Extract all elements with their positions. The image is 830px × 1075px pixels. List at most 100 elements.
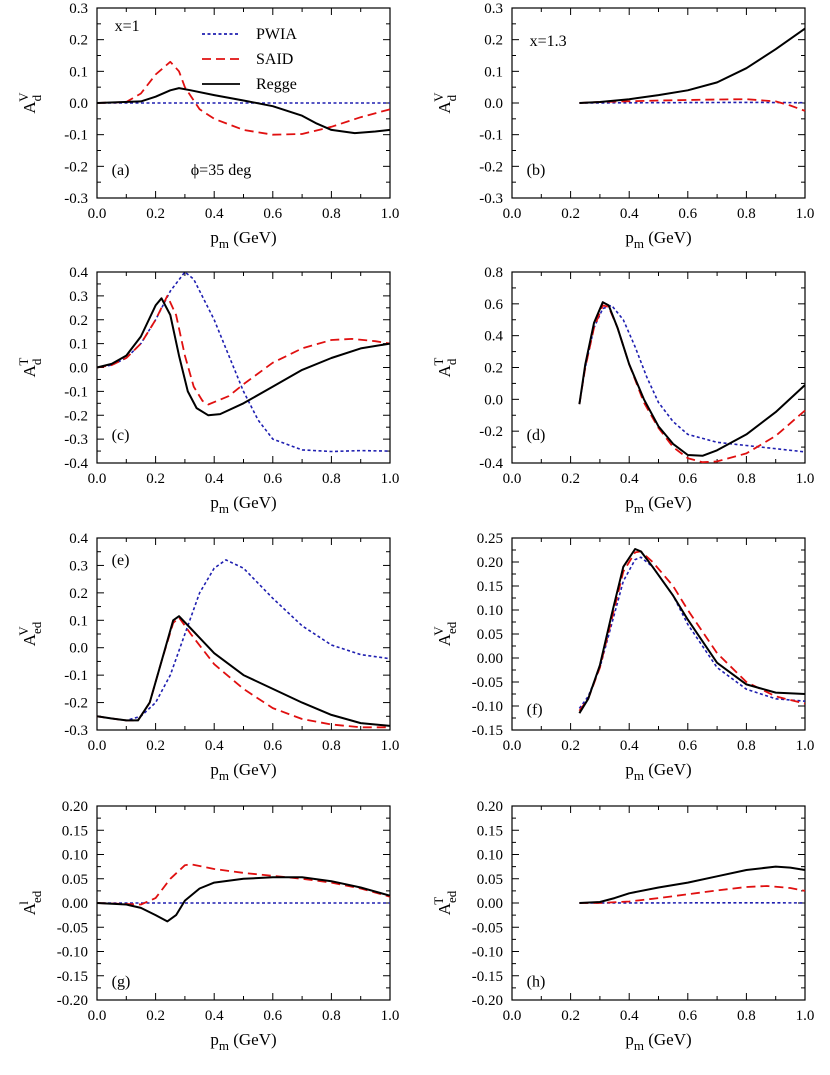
panel-e: 0.0 0.2 0.4 0.6 0.8 1.0 -0.3 -0.2 -0.1 0.0 0.1 0.2 0…: [16, 531, 399, 783]
x-axis-title: pm (GeV): [210, 760, 276, 783]
x-tick-label: 0.8: [737, 1008, 756, 1024]
x-tick-label: 0.8: [737, 206, 756, 222]
y-tick-label: -0.20: [472, 993, 503, 1009]
y-tick-label: 0.15: [62, 823, 88, 839]
x-tick-label: 0.2: [561, 471, 580, 487]
y-tick-label: 0.0: [484, 96, 503, 112]
y-tick-label: 0.00: [62, 896, 88, 912]
x-tick-label: 0.8: [322, 206, 341, 222]
y-tick-label: 0.00: [477, 651, 503, 667]
plot-frame: [96, 537, 391, 731]
x-tick-label: 0.4: [205, 1008, 224, 1024]
y-tick-label: 0.20: [62, 799, 88, 815]
x-tick-label: 0.0: [88, 738, 107, 754]
series-line-said: [579, 885, 806, 904]
x-tick-label: 1.0: [796, 738, 815, 754]
legend-label-regge: Regge: [256, 76, 297, 93]
panel-f: 0.0 0.2 0.4 0.6 0.8 1.0 -0.15 -0.10 -0.05 0.00 0.0…: [431, 531, 814, 783]
y-tick-label: -0.05: [57, 920, 88, 936]
x-tick-label: 0.6: [678, 1008, 697, 1024]
x-tick-label: 1.0: [381, 471, 400, 487]
y-tick-label: -0.2: [479, 424, 503, 440]
legend-label-said: SAID: [256, 51, 293, 68]
y-tick-label: 0.2: [69, 313, 88, 329]
series-line-said: [96, 294, 391, 406]
x-tick-label: 0.6: [263, 471, 282, 487]
series-line-regge: [96, 87, 391, 135]
x-tick-label: 0.0: [503, 738, 522, 754]
y-tick-label: 0.15: [477, 823, 503, 839]
y-tick-label: 0.0: [69, 361, 88, 377]
x-axis-title: pm (GeV): [210, 493, 276, 516]
y-tick-label: 0.8: [484, 265, 503, 281]
y-tick-label: 0.0: [484, 392, 503, 408]
y-tick-label: -0.2: [479, 159, 503, 175]
x-axis-title: pm (GeV): [625, 1030, 691, 1053]
y-tick-label: -0.1: [479, 128, 503, 144]
x-axis-title: pm (GeV): [625, 228, 691, 251]
x-tick-label: 1.0: [796, 1008, 815, 1024]
y-tick-label: -0.05: [472, 920, 503, 936]
y-tick-label: -0.2: [64, 408, 88, 424]
y-tick-label: 0.10: [62, 848, 88, 864]
y-tick-label: 0.05: [62, 872, 88, 888]
x-axis-title: pm (GeV): [625, 760, 691, 783]
x-tick-label: 0.4: [205, 738, 224, 754]
y-tick-label: 0.20: [477, 799, 503, 815]
plot-frame: [511, 271, 806, 464]
plot-frame: [511, 537, 806, 731]
x-tick-label: 1.0: [381, 206, 400, 222]
y-tick-label: -0.4: [64, 456, 88, 472]
panel-annotation: (h): [527, 973, 546, 990]
y-tick-label: 0.2: [69, 586, 88, 602]
y-tick-label: -0.10: [472, 699, 503, 715]
y-axis-title: AdT: [431, 358, 459, 378]
y-tick-label: -0.15: [472, 723, 503, 739]
y-tick-label: -0.15: [472, 969, 503, 985]
plot-frame: [96, 271, 391, 464]
x-tick-label: 0.4: [620, 206, 639, 222]
x-tick-label: 0.2: [146, 738, 165, 754]
x-tick-label: 0.0: [503, 206, 522, 222]
x-tick-label: 0.8: [322, 471, 341, 487]
legend-label-pwia: PWIA: [256, 26, 297, 43]
x-tick-label: 0.2: [146, 206, 165, 222]
x-tick-label: 0.2: [561, 1008, 580, 1024]
panel-d: 0.0 0.2 0.4 0.6 0.8 1.0 -0.4 -0.2 0.0 0.2 0.4 0.6 0.…: [431, 265, 814, 516]
x-tick-label: 0.4: [205, 471, 224, 487]
y-tick-label: 0.3: [484, 1, 503, 17]
panel-annotation: (e): [112, 552, 130, 569]
series-line-pwia: [578, 304, 806, 453]
legend: PWIA SAID Regge: [202, 26, 297, 93]
series-line-pwia: [578, 556, 806, 709]
y-tick-label: 0.1: [69, 337, 88, 353]
x-tick-label: 0.8: [737, 471, 756, 487]
y-tick-label: 0.4: [69, 265, 88, 281]
x-axis-title: pm (GeV): [210, 1030, 276, 1053]
panel-annotation: (a): [112, 162, 130, 179]
y-tick-label: 0.4: [484, 329, 503, 345]
y-tick-label: 0.2: [484, 33, 503, 49]
y-tick-label: -0.3: [64, 723, 88, 739]
y-axis-title: AedV: [431, 621, 459, 646]
y-tick-label: 0.15: [477, 579, 503, 595]
series-line-regge: [96, 297, 391, 417]
x-tick-label: 0.2: [146, 1008, 165, 1024]
panel-annotation: (f): [527, 702, 543, 719]
y-tick-label: 0.1: [484, 64, 503, 80]
series-line-regge: [578, 548, 806, 714]
y-tick-label: 0.20: [477, 555, 503, 571]
y-tick-label: 0.0: [69, 641, 88, 657]
y-tick-label: -0.3: [64, 432, 88, 448]
y-tick-label: -0.10: [57, 945, 88, 961]
panel-g: 0.0 0.2 0.4 0.6 0.8 1.0 -0.20 -0.15 -0.10 -0.05 0.…: [16, 799, 399, 1053]
series-line-regge: [96, 876, 391, 923]
x-tick-label: 0.0: [88, 206, 107, 222]
series-line-said: [578, 304, 806, 464]
y-axis-title: AedV: [16, 621, 44, 646]
x-tick-label: 0.0: [503, 471, 522, 487]
y-axis-title: AdT: [16, 358, 44, 378]
series-line-regge: [578, 301, 806, 457]
x-tick-label: 0.6: [678, 471, 697, 487]
